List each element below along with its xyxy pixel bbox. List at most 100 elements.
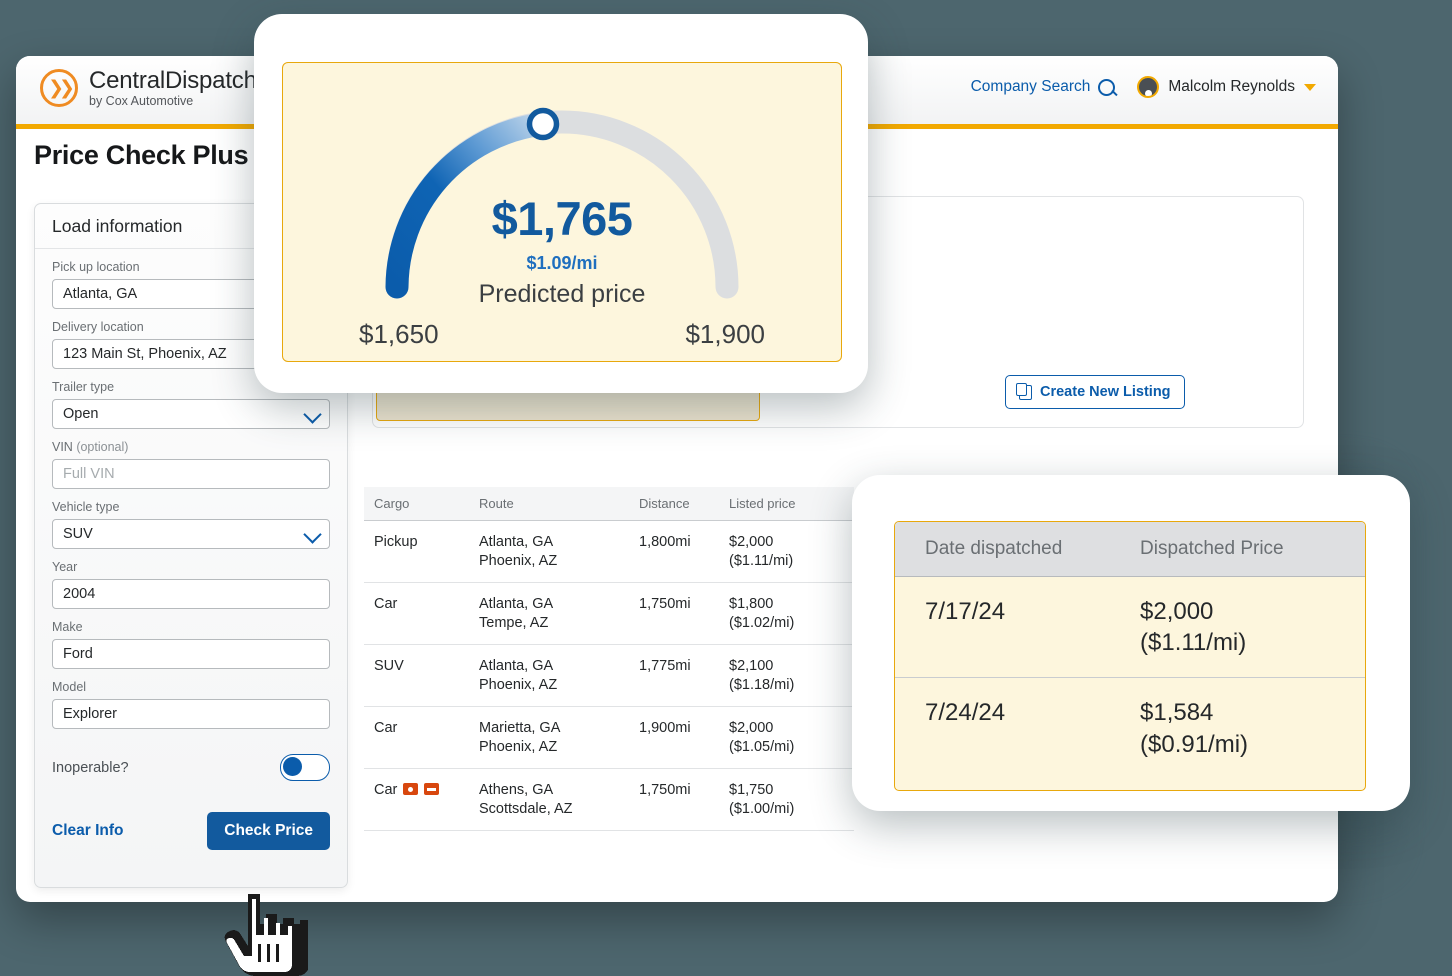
create-new-listing-button[interactable]: Create New Listing bbox=[1005, 375, 1185, 409]
gauge-max-label: $1,900 bbox=[685, 319, 765, 349]
column-header-listed-price: Listed price bbox=[729, 496, 796, 511]
cell-cargo: Car bbox=[374, 781, 479, 818]
comparable-loads-table: Cargo Route Distance Listed price Pickup… bbox=[364, 487, 854, 832]
predicted-price-caption: Predicted price bbox=[478, 280, 646, 308]
user-name: Malcolm Reynolds bbox=[1168, 78, 1295, 95]
cell-price: $2,000 ($1.11/mi) bbox=[1140, 598, 1247, 657]
cell-cargo: Car bbox=[374, 596, 398, 613]
cell-route: Marietta, GA Phoenix, AZ bbox=[479, 720, 561, 755]
table-row[interactable]: SUV Atlanta, GA Phoenix, AZ 1,775mi $2,10… bbox=[364, 645, 854, 708]
table-row[interactable]: 7/24/24 $1,584 ($0.91/mi) bbox=[895, 677, 1365, 778]
search-icon bbox=[1098, 78, 1116, 96]
gauge-fill bbox=[385, 113, 552, 299]
panel-header: Load information bbox=[35, 204, 347, 249]
field-vin: VIN (optional) Full VIN bbox=[35, 440, 347, 489]
table-row[interactable]: Car Atlanta, GA Tempe, AZ 1,750mi $1,800(… bbox=[364, 583, 854, 646]
copy-icon bbox=[1016, 382, 1032, 400]
field-make: Make Ford bbox=[35, 620, 347, 669]
cell-distance: 1,800mi bbox=[639, 534, 691, 550]
table-row[interactable]: Pickup Atlanta, GA Phoenix, AZ 1,800mi $2… bbox=[364, 521, 854, 584]
table-row[interactable]: Car Marietta, GA Phoenix, AZ 1,900mi $2,0… bbox=[364, 707, 854, 770]
cell-distance: 1,750mi bbox=[639, 596, 691, 613]
predicted-price-card: $1,765 $1.09/mi Predicted price $1,650 $… bbox=[254, 14, 868, 393]
user-menu[interactable]: Malcolm Reynolds bbox=[1137, 76, 1316, 98]
field-label: Model bbox=[52, 680, 87, 694]
dispatched-price-table: Date dispatched Dispatched Price 7/17/24… bbox=[894, 521, 1366, 791]
top-navigation-bar: ❯❯ CentralDispatch by Cox Automotive Com… bbox=[16, 56, 1338, 124]
table-header-row: Cargo Route Distance Listed price bbox=[364, 487, 854, 521]
model-input[interactable]: Explorer bbox=[52, 699, 330, 729]
create-new-listing-label: Create New Listing bbox=[1040, 384, 1171, 400]
predicted-price-per-mile: $1.09/mi bbox=[526, 253, 598, 273]
enclosed-trailer-icon bbox=[424, 783, 440, 796]
cell-listed-price: $2,000 ($1.05/mi) bbox=[729, 720, 795, 755]
cell-route: Atlanta, GA Tempe, AZ bbox=[479, 596, 554, 631]
cell-listed-price: $2,000 ($1.11/mi) bbox=[729, 534, 794, 569]
field-label: Make bbox=[52, 620, 83, 634]
cell-route: Atlanta, GA Phoenix, AZ bbox=[479, 534, 558, 569]
cell-listed-price: $1,800 ($1.02/mi) bbox=[729, 596, 795, 631]
gauge-marker bbox=[526, 107, 560, 141]
pointer-hand-cursor bbox=[224, 894, 308, 976]
column-header-route: Route bbox=[479, 496, 514, 511]
gauge-min-label: $1,650 bbox=[359, 319, 439, 349]
cell-route: Atlanta, GA Phoenix, AZ bbox=[479, 658, 558, 693]
brand-name: CentralDispatch bbox=[89, 67, 257, 94]
cell-listed-price: $2,100 ($1.18/mi) bbox=[729, 658, 795, 693]
cell-route: Athens, GA Scottsdale, AZ bbox=[479, 782, 573, 817]
vehicle-type-select[interactable]: SUV bbox=[52, 519, 330, 549]
year-input[interactable]: 2004 bbox=[52, 579, 330, 609]
predicted-price-gauge-panel: $1,765 $1.09/mi Predicted price $1,650 $… bbox=[282, 62, 842, 362]
column-header-distance: Distance bbox=[639, 496, 690, 511]
cell-cargo: Pickup bbox=[374, 534, 418, 550]
check-price-button[interactable]: Check Price bbox=[207, 812, 330, 850]
cell-distance: 1,750mi bbox=[639, 782, 691, 799]
user-avatar-icon bbox=[1137, 76, 1160, 98]
brand-subtitle: by Cox Automotive bbox=[89, 94, 194, 109]
chevron-down-icon bbox=[1304, 83, 1316, 91]
field-label: Vehicle type bbox=[52, 500, 120, 514]
dispatched-price-card: Date dispatched Dispatched Price 7/17/24… bbox=[852, 475, 1410, 811]
predicted-price-value: $1,765 bbox=[491, 192, 633, 245]
trailer-type-select[interactable]: Open bbox=[52, 399, 330, 429]
cell-distance: 1,775mi bbox=[639, 658, 691, 675]
toggle-knob bbox=[283, 757, 302, 776]
chevrons-circle-icon: ❯❯ bbox=[40, 69, 78, 108]
clear-info-button[interactable]: Clear Info bbox=[52, 822, 124, 839]
table-row[interactable]: Car Athens, GA Scottsdale, AZ 1,750mi $1,… bbox=[364, 769, 854, 832]
cell-listed-price: $1,750 ($1.00/mi) bbox=[729, 782, 795, 817]
field-vehicle-type: Vehicle type SUV bbox=[35, 500, 347, 549]
column-header-date-dispatched: Date dispatched bbox=[925, 538, 1063, 559]
field-year: Year 2004 bbox=[35, 560, 347, 609]
company-search-label: Company Search bbox=[970, 78, 1091, 95]
inoperable-toggle[interactable] bbox=[280, 754, 330, 781]
inoperable-label: Inoperable? bbox=[52, 759, 129, 776]
brand-logo[interactable]: ❯❯ CentralDispatch by Cox Automotive bbox=[40, 68, 257, 108]
field-model: Model Explorer bbox=[35, 680, 347, 729]
column-header-dispatched-price: Dispatched Price bbox=[1140, 538, 1284, 559]
cell-date: 7/17/24 bbox=[925, 598, 1006, 625]
inoperable-row: Inoperable? bbox=[35, 754, 347, 781]
cell-distance: 1,900mi bbox=[639, 720, 691, 737]
company-search-button[interactable]: Company Search bbox=[971, 78, 1116, 96]
cell-cargo: SUV bbox=[374, 658, 404, 675]
field-label: Delivery location bbox=[52, 320, 144, 334]
column-header-cargo: Cargo bbox=[374, 496, 410, 511]
table-header-row: Date dispatched Dispatched Price bbox=[895, 522, 1365, 577]
field-trailer-type: Trailer type Open bbox=[35, 380, 347, 429]
table-row[interactable]: 7/17/24 $2,000 ($1.11/mi) bbox=[895, 577, 1365, 677]
vin-input[interactable]: Full VIN bbox=[52, 459, 330, 489]
form-actions: Clear Info Check Price bbox=[35, 812, 347, 850]
page-title: Price Check Plus bbox=[34, 140, 249, 170]
make-input[interactable]: Ford bbox=[52, 639, 330, 669]
field-label: Pick up location bbox=[52, 260, 140, 274]
field-label: Trailer type bbox=[52, 380, 115, 394]
cell-date: 7/24/24 bbox=[925, 699, 1006, 727]
field-label: Year bbox=[52, 560, 78, 574]
inoperable-icon bbox=[403, 783, 419, 796]
cell-cargo: Car bbox=[374, 720, 398, 737]
price-gauge-chart bbox=[385, 107, 739, 299]
field-label: VIN (optional) bbox=[52, 440, 129, 454]
cell-price: $1,584 ($0.91/mi) bbox=[1140, 699, 1249, 758]
